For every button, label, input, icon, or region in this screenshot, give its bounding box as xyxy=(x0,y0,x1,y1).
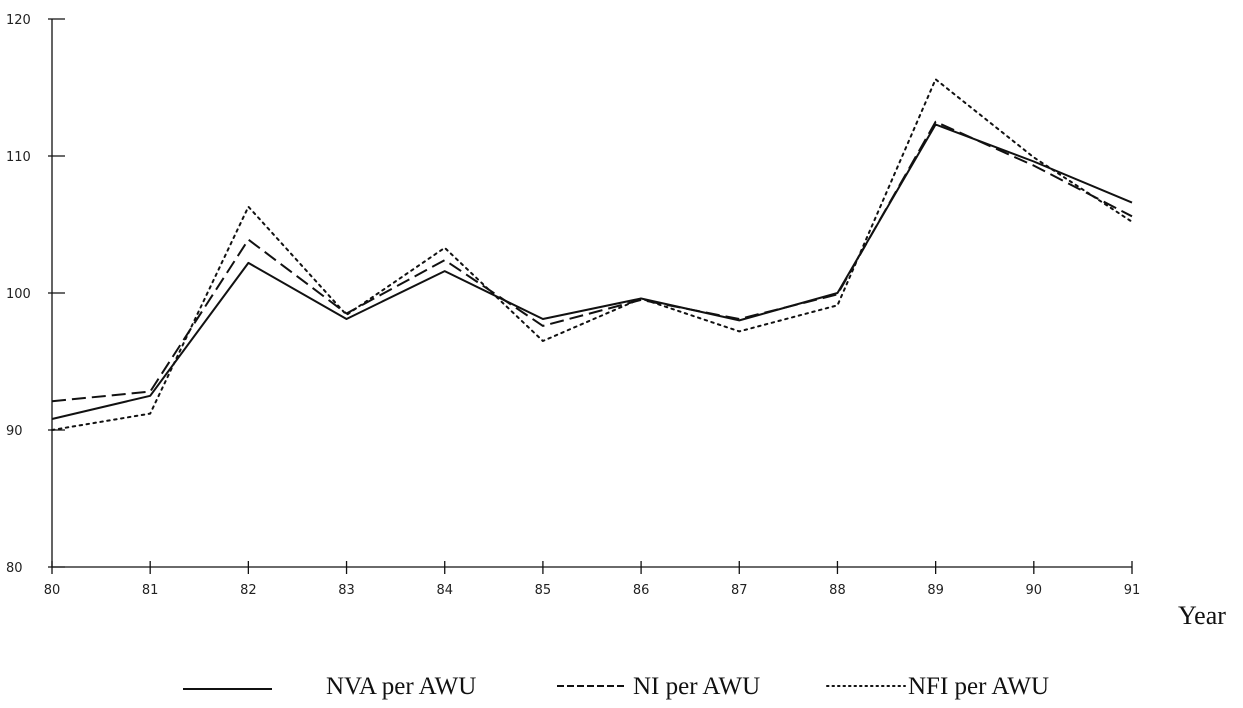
x-tick-label: 91 xyxy=(1124,583,1141,598)
series-layer xyxy=(51,78,1133,431)
y-tick-label: 120 xyxy=(6,13,31,28)
y-ticks: 80 90 100 110 120 xyxy=(6,13,65,576)
x-tick-label: 90 xyxy=(1026,583,1043,598)
y-tick-label: 100 xyxy=(6,287,31,302)
legend-label: NFI per AWU xyxy=(908,673,1049,700)
x-tick-label: 80 xyxy=(44,583,61,598)
legend-label: NVA per AWU xyxy=(326,673,476,700)
x-tick-label: 84 xyxy=(436,583,453,598)
y-tick-label: 80 xyxy=(6,561,23,576)
y-tick-label: 110 xyxy=(6,150,31,165)
x-tick-label: 85 xyxy=(535,583,552,598)
x-tick-label: 87 xyxy=(731,583,748,598)
y-tick-label: 90 xyxy=(6,424,23,439)
x-axis-title: Year xyxy=(1178,601,1226,630)
series-line-ni xyxy=(51,120,1133,403)
legend: NVA per AWU NI per AWU NFI per AWU xyxy=(183,673,1049,700)
x-ticks: 80 81 82 83 84 85 86 87 88 89 90 91 xyxy=(44,561,1141,598)
x-tick-label: 86 xyxy=(633,583,650,598)
x-tick-label: 81 xyxy=(142,583,159,598)
legend-label: NI per AWU xyxy=(633,673,760,700)
axes xyxy=(51,19,1132,568)
series-line-nfi xyxy=(51,78,1133,431)
x-tick-label: 88 xyxy=(829,583,846,598)
x-tick-label: 82 xyxy=(240,583,257,598)
x-tick-label: 83 xyxy=(338,583,355,598)
series-line-nva xyxy=(51,123,1133,420)
x-tick-label: 89 xyxy=(927,583,944,598)
